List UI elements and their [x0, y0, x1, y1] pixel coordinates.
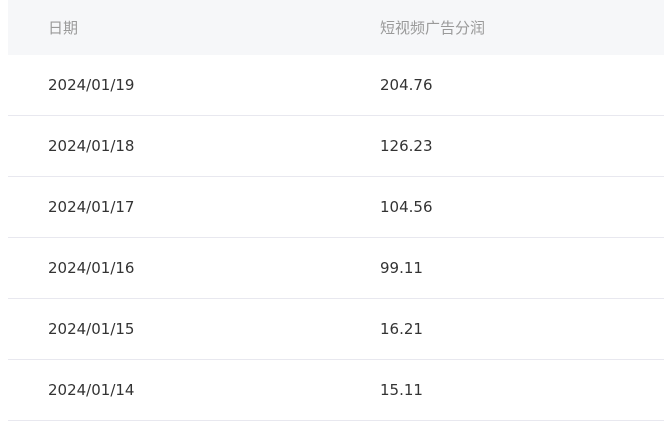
cell-amount: 204.76 — [380, 76, 433, 94]
table-row: 2024/01/18 126.23 — [8, 116, 664, 177]
cell-date: 2024/01/14 — [48, 381, 135, 399]
table-row: 2024/01/16 99.11 — [8, 238, 664, 299]
column-header-date: 日期 — [48, 19, 79, 37]
table-row: 2024/01/17 104.56 — [8, 177, 664, 238]
cell-amount: 126.23 — [380, 137, 433, 155]
cell-date: 2024/01/18 — [48, 137, 135, 155]
column-header-amount: 短视频广告分润 — [380, 19, 486, 37]
table-header: 日期 短视频广告分润 — [8, 0, 664, 55]
cell-date: 2024/01/16 — [48, 259, 135, 277]
table-row: 2024/01/15 16.21 — [8, 299, 664, 360]
table-row: 2024/01/19 204.76 — [8, 55, 664, 116]
cell-date: 2024/01/15 — [48, 320, 135, 338]
cell-amount: 16.21 — [380, 320, 423, 338]
table-row: 2024/01/14 15.11 — [8, 360, 664, 421]
revenue-table: 日期 短视频广告分润 2024/01/19 204.76 2024/01/18 126… — [8, 0, 664, 421]
cell-amount: 15.11 — [380, 381, 423, 399]
cell-date: 2024/01/19 — [48, 76, 135, 94]
cell-amount: 99.11 — [380, 259, 423, 277]
cell-amount: 104.56 — [380, 198, 433, 216]
cell-date: 2024/01/17 — [48, 198, 135, 216]
